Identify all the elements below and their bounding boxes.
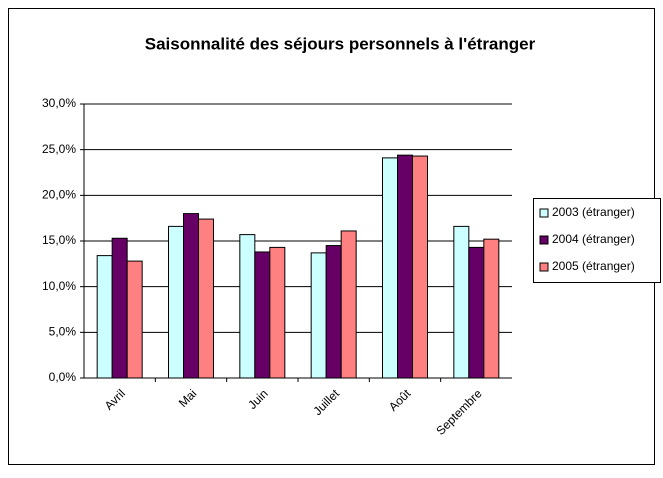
legend-label: 2005 (étranger) [552,259,635,273]
bar [126,260,143,379]
bar [254,251,271,379]
y-tick-label: 0,0% [49,370,77,384]
bar [412,155,428,379]
y-tick-label: 10,0% [42,279,76,293]
bar [310,252,327,379]
bar [239,234,256,379]
y-tick-label: 25,0% [42,142,76,156]
legend-swatch [539,262,549,272]
bar [382,157,398,379]
bar [168,225,184,379]
bar [96,255,113,379]
bar [269,246,286,379]
bar [483,238,500,379]
bar [468,246,485,379]
bar [198,218,214,379]
y-tick-label: 15,0% [42,233,76,247]
chart-title: Saisonnalité des séjours personnels à l'… [145,34,536,53]
bar [325,245,342,379]
legend-label: 2003 (étranger) [552,205,635,219]
legend-box [533,198,661,283]
legend-swatch [539,235,549,245]
bar [340,230,357,379]
bar [111,237,128,379]
legend-swatch [539,208,549,218]
bar [183,213,199,379]
bar [453,225,470,379]
bar [397,154,413,379]
legend-label: 2004 (étranger) [552,232,635,246]
y-tick-label: 5,0% [49,325,77,339]
y-tick-label: 20,0% [42,188,76,202]
y-tick-label: 30,0% [42,96,76,110]
